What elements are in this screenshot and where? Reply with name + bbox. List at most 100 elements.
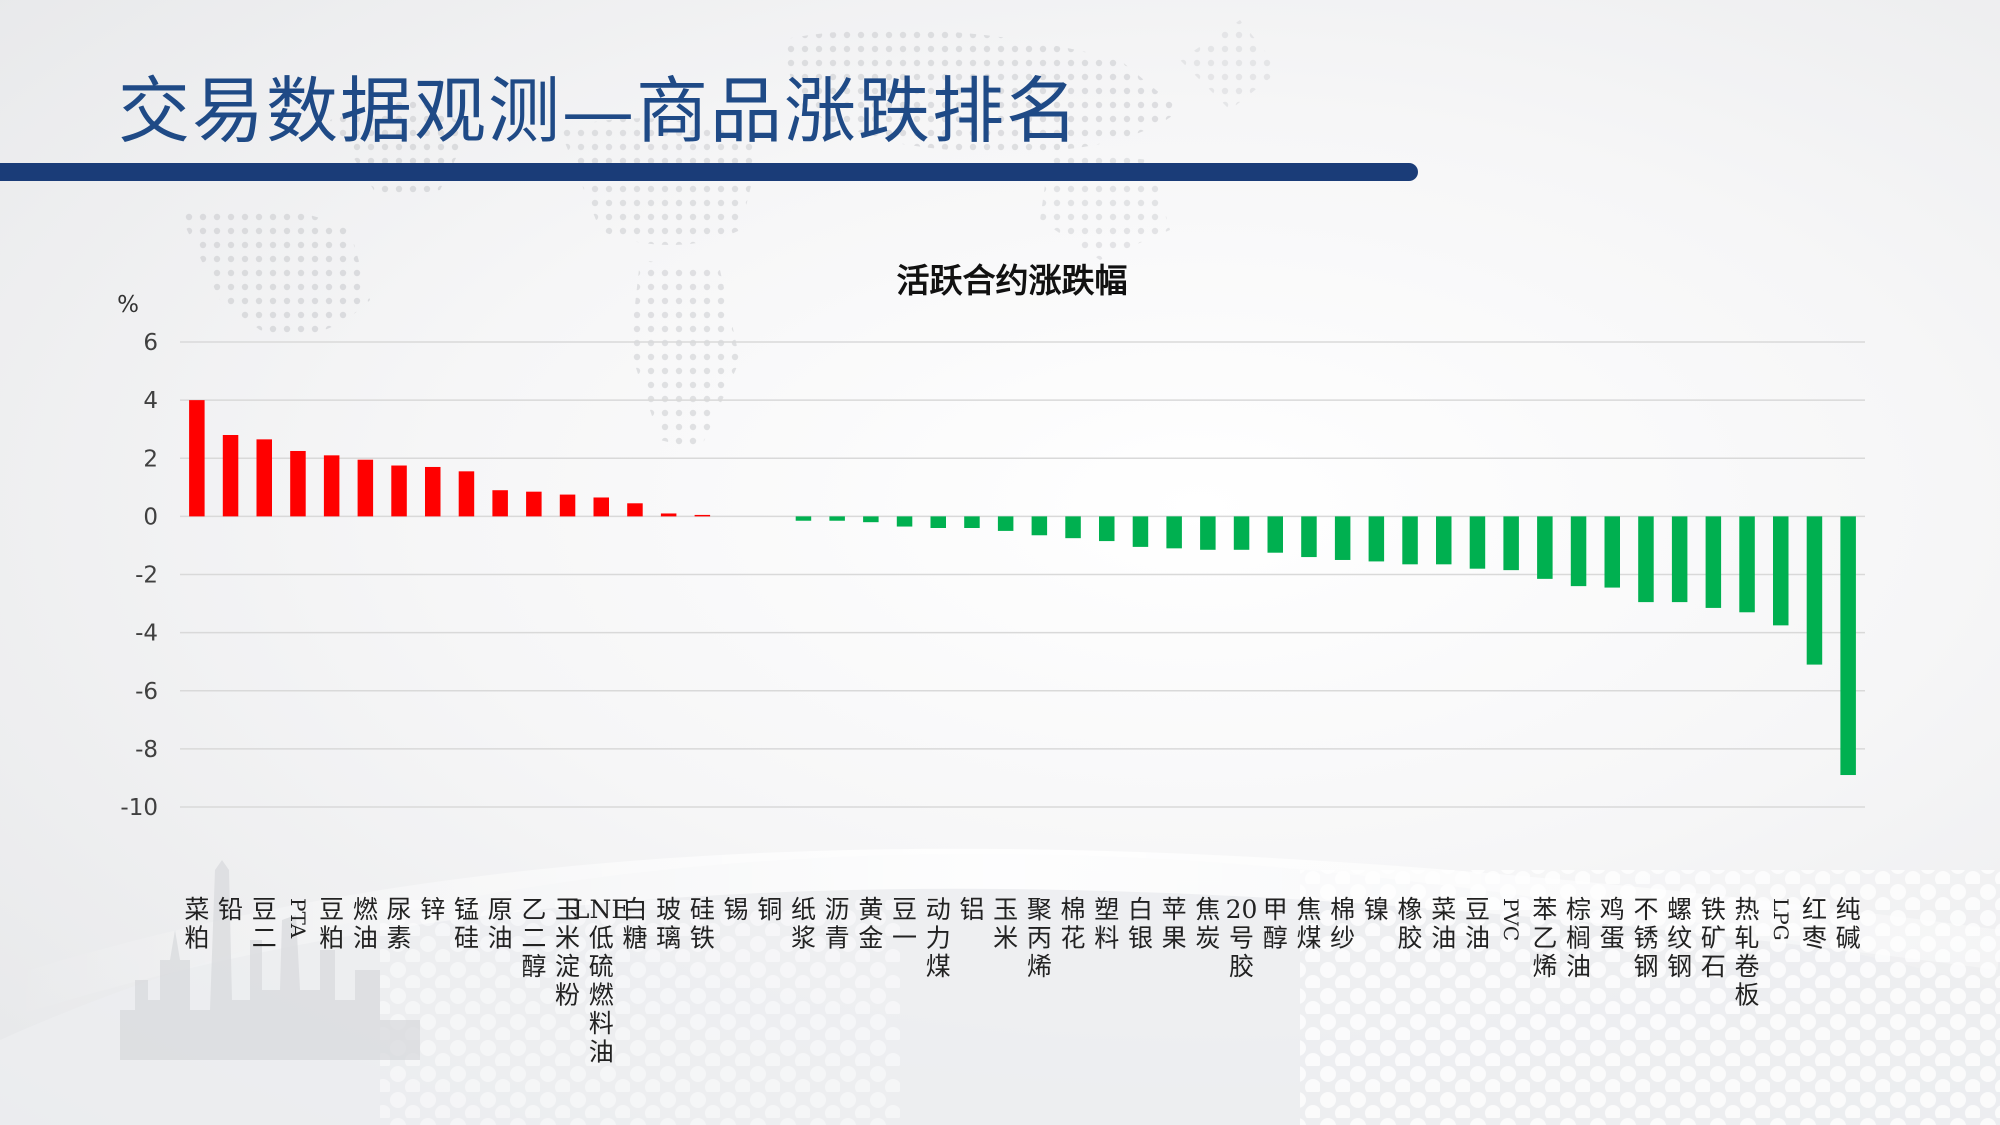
y-axis-ticks: 6 4 2 0 -2 -4 -6 -8 -10 [120, 330, 158, 821]
bar [357, 459, 374, 517]
category-label: 镍 [1364, 895, 1389, 924]
y-tick-label: -4 [135, 621, 158, 647]
bar [1503, 516, 1519, 571]
category-label: 菜粕 [184, 895, 209, 953]
bar [1806, 516, 1823, 665]
bar [492, 490, 508, 517]
bar [1200, 516, 1216, 550]
bar [964, 516, 980, 528]
category-label: 铝 [959, 895, 984, 924]
category-label: 鸡蛋 [1600, 895, 1625, 953]
category-label: 豆二 [252, 895, 277, 953]
bar [997, 516, 1014, 531]
bar [391, 465, 407, 517]
bar [593, 497, 610, 517]
category-label: 白银 [1128, 895, 1153, 953]
category-label: 豆油 [1465, 895, 1490, 953]
category-label: 铜 [757, 895, 782, 924]
bar [1671, 516, 1688, 603]
bar [1301, 516, 1317, 558]
category-label: 铅 [218, 895, 243, 924]
bar [1772, 516, 1789, 626]
bar [1132, 516, 1149, 547]
bar [1402, 516, 1418, 565]
bar [1537, 516, 1553, 579]
bar [930, 516, 947, 528]
category-label: 豆粕 [319, 895, 344, 953]
y-axis-unit-label: % [117, 292, 139, 318]
bar [1739, 516, 1755, 613]
category-label: 螺纹钢 [1667, 895, 1692, 981]
bars [189, 400, 1856, 776]
category-label: 甲醇 [1263, 895, 1288, 953]
bar [1031, 516, 1048, 536]
category-label: 硅铁 [690, 895, 715, 953]
bar [694, 514, 711, 517]
bar [1233, 516, 1250, 550]
y-tick-label: -6 [135, 679, 158, 705]
category-label: 锡 [724, 895, 749, 924]
category-label: 红枣 [1802, 895, 1827, 953]
bar [627, 503, 643, 517]
category-label: 黄金 [858, 895, 883, 953]
category-label: 塑料 [1094, 895, 1119, 953]
bar [1570, 516, 1587, 587]
bar [1267, 516, 1284, 553]
y-tick-label: 4 [143, 388, 158, 414]
category-label: 原油 [488, 895, 513, 953]
chart-title: 活跃合约涨跌幅 [897, 261, 1128, 300]
category-label: LPG [1769, 898, 1793, 941]
category-label: 聚丙烯 [1027, 895, 1052, 981]
bar [1098, 516, 1115, 542]
bar [559, 494, 576, 517]
bar [458, 471, 475, 517]
bar [1705, 516, 1722, 608]
category-label: 焦炭 [1195, 895, 1220, 953]
category-label: 苹果 [1162, 895, 1187, 953]
bar [795, 516, 812, 521]
y-tick-label: 0 [143, 504, 158, 530]
y-tick-label: 6 [143, 330, 158, 356]
category-label: 棉纱 [1330, 895, 1355, 953]
category-label: 橡胶 [1398, 895, 1423, 953]
bar [526, 491, 542, 517]
bar [1065, 516, 1081, 539]
bar [1604, 516, 1621, 588]
category-label: 沥青 [825, 895, 850, 953]
category-label: 锰硅 [454, 895, 479, 953]
category-label: 纸浆 [791, 895, 816, 953]
category-label: 燃油 [353, 895, 378, 953]
bar [1334, 516, 1351, 560]
bar [660, 513, 677, 517]
title-underline-bar [0, 163, 1418, 181]
category-label: 动力煤 [926, 895, 951, 981]
bar [1368, 516, 1385, 562]
bar [863, 516, 879, 523]
title-band: 交易数据观测—商品涨跌排名 [0, 0, 2000, 181]
category-label: 热轧卷板 [1735, 895, 1760, 1010]
y-tick-label: -10 [120, 795, 158, 821]
category-label: 20 号胶 [1226, 895, 1258, 981]
slide-title: 交易数据观测—商品涨跌排名 [118, 69, 1081, 153]
category-label: 白糖 [622, 895, 647, 953]
bar [829, 516, 845, 521]
category-label: 菜油 [1431, 895, 1456, 953]
bar [256, 439, 273, 517]
category-label: 玻璃 [656, 895, 681, 953]
bar [1166, 516, 1182, 549]
category-label: 乙二醇 [521, 895, 546, 981]
category-label: 苯乙烯 [1532, 895, 1557, 981]
bar [896, 516, 913, 527]
bar [189, 400, 205, 517]
category-label: 棉花 [1061, 895, 1086, 953]
category-label: 玉米淀粉 [555, 895, 580, 1010]
bar [1638, 516, 1654, 603]
category-label: 豆一 [892, 895, 917, 953]
bar [1840, 516, 1856, 776]
category-label: 不锈钢 [1633, 895, 1658, 981]
bar [290, 450, 306, 517]
